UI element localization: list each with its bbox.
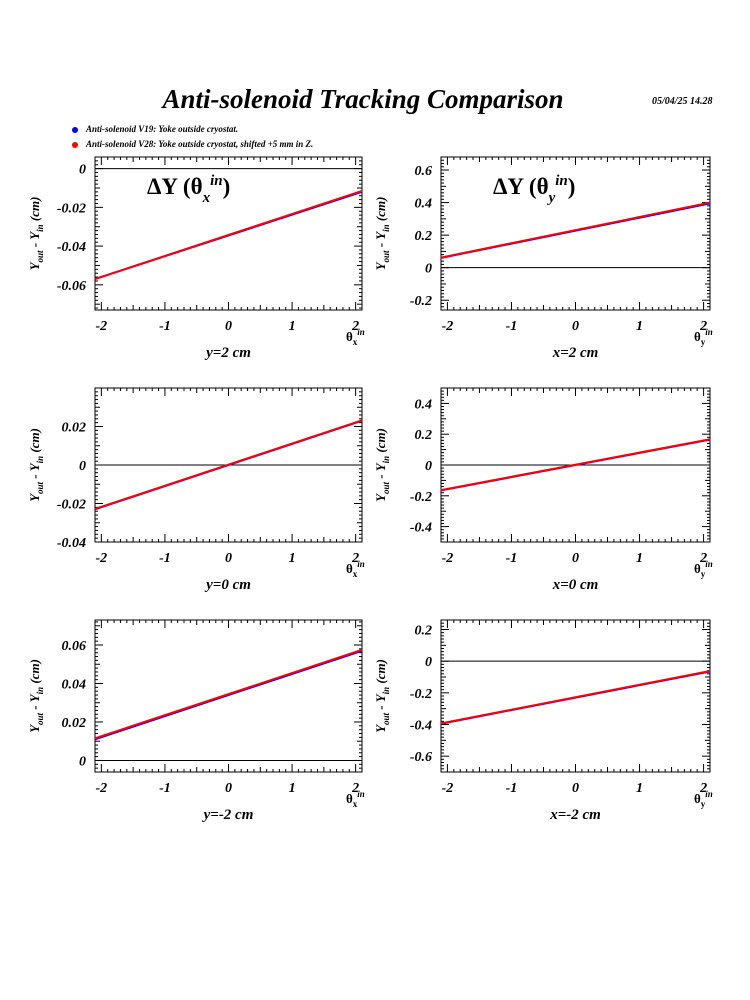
x-tick-label: 1 <box>636 551 643 566</box>
legend-marker-blue-icon <box>72 127 78 133</box>
panel-caption: y=0 cm <box>204 577 251 593</box>
page-title: Anti-solenoid Tracking Comparison <box>162 84 564 114</box>
y-tick-label: 0 <box>425 655 432 670</box>
plot-frame <box>440 156 711 311</box>
x-tick-label: 1 <box>289 781 296 796</box>
x-tick-label: -1 <box>506 319 518 334</box>
plot-frame <box>440 619 711 773</box>
y-tick-label: -0.02 <box>57 201 86 216</box>
x-tick-label: -2 <box>96 319 108 334</box>
x-tick-label: 2 <box>699 319 707 334</box>
y-tick-label: 0 <box>79 459 86 474</box>
panel-caption: x=2 cm <box>552 345 599 361</box>
x-axis-label: θxin <box>346 559 365 579</box>
series-line-v28 <box>440 438 711 492</box>
chart-panel-1: -2 -1 0 1 2 -0.06 -0.04 -0.02 0 θxin Yout - Yin (c… <box>27 156 365 361</box>
legend-label: Anti-solenoid V28: Yoke outside cryostat… <box>86 139 314 149</box>
series-line-v28 <box>94 648 363 740</box>
x-tick-label: 1 <box>289 551 296 566</box>
panel-title: ΔY (θyin) <box>493 173 575 206</box>
x-tick-label: -2 <box>442 319 454 334</box>
y-axis-label: Yout - Yin (cm) <box>373 428 391 502</box>
x-axis-label: θxin <box>346 327 365 347</box>
y-tick-label: 0.4 <box>415 397 433 412</box>
x-tick-label: 0 <box>572 319 579 334</box>
legend-marker-red-icon <box>72 142 78 148</box>
y-tick-label: -0.2 <box>410 294 432 309</box>
x-tick-label: -1 <box>159 781 171 796</box>
y-tick-label: 0.2 <box>415 428 433 443</box>
x-tick-label: 0 <box>572 781 579 796</box>
page-date: 05/04/25 14.28 <box>652 96 713 107</box>
x-tick-label: -2 <box>96 781 108 796</box>
x-tick-label: -2 <box>96 551 108 566</box>
x-axis-label: θyin <box>694 559 713 579</box>
y-tick-label: -0.6 <box>410 750 432 765</box>
panel-caption: y=-2 cm <box>202 807 254 823</box>
x-tick-label: 1 <box>289 319 296 334</box>
panel-caption: x=-2 cm <box>549 807 601 823</box>
series-line-v28 <box>94 419 363 510</box>
x-axis-label: θxin <box>346 789 365 809</box>
legend-label: Anti-solenoid V19: Yoke outside cryostat… <box>86 124 239 134</box>
x-tick-label: -2 <box>442 551 454 566</box>
x-tick-label: -1 <box>159 319 171 334</box>
panel-caption: x=0 cm <box>552 577 599 593</box>
x-tick-label: 2 <box>351 319 359 334</box>
panel-title: ΔY (θxin) <box>147 173 230 206</box>
y-tick-label: 0.02 <box>62 421 87 436</box>
x-axis-label: θyin <box>694 327 713 347</box>
x-tick-label: 2 <box>699 551 707 566</box>
y-tick-label: -0.04 <box>57 240 86 255</box>
panel-caption: y=2 cm <box>204 345 251 361</box>
x-tick-label: 2 <box>351 551 359 566</box>
y-tick-label: -0.4 <box>410 719 432 734</box>
chart-panel-6: -2 -1 0 1 2 -0.6 -0.4 -0.2 0 0.2 θyin Yout - Yin (c… <box>373 619 713 823</box>
series-line-v28 <box>440 201 711 259</box>
y-tick-label: 0.02 <box>62 716 87 731</box>
x-tick-label: -1 <box>506 551 518 566</box>
series-line-v28 <box>94 189 363 280</box>
y-tick-label: -0.2 <box>410 490 432 505</box>
y-tick-label: 0.04 <box>62 677 87 692</box>
x-tick-label: 0 <box>572 551 579 566</box>
x-tick-label: 2 <box>351 781 359 796</box>
x-tick-label: 0 <box>225 781 232 796</box>
y-axis-label: Yout - Yin (cm) <box>27 428 45 502</box>
x-tick-label: 0 <box>225 551 232 566</box>
y-tick-label: -0.04 <box>57 536 86 551</box>
y-tick-label: 0.2 <box>415 624 433 639</box>
y-tick-label: 0 <box>79 163 86 178</box>
y-axis-label: Yout - Yin (cm) <box>27 659 45 733</box>
x-tick-label: 1 <box>636 781 643 796</box>
x-tick-label: -1 <box>506 781 518 796</box>
y-tick-label: -0.2 <box>410 687 432 702</box>
x-tick-label: 1 <box>636 319 643 334</box>
y-tick-label: 0.2 <box>415 229 433 244</box>
y-axis-label: Yout - Yin (cm) <box>373 659 391 733</box>
x-axis-label: θyin <box>694 789 713 809</box>
chart-panel-5: -2 -1 0 1 2 0 0.02 0.04 0.06 θxin Yout - Yin (cm) y… <box>27 619 365 823</box>
series-line-v28 <box>440 670 711 725</box>
y-axis-label: Yout - Yin (cm) <box>373 197 391 271</box>
y-tick-label: 0.4 <box>415 197 433 212</box>
y-tick-label: -0.4 <box>410 521 432 536</box>
y-axis-label: Yout - Yin (cm) <box>27 197 45 271</box>
y-tick-label: 0.06 <box>62 639 87 654</box>
x-tick-label: 0 <box>225 319 232 334</box>
x-tick-label: 2 <box>699 781 707 796</box>
y-tick-label: -0.02 <box>57 498 86 513</box>
chart-panel-4: -2 -1 0 1 2 -0.4 -0.2 0 0.2 0.4 θyin Yout - Yin (cm… <box>373 387 713 593</box>
x-tick-label: -1 <box>159 551 171 566</box>
chart-panel-2: -2 -1 0 1 2 -0.2 0 0.2 0.4 0.6 θyin Yout - Yin (cm)… <box>373 156 713 361</box>
chart-panel-3: -2 -1 0 1 2 -0.04 -0.02 0 0.02 θxin Yout - Yin (cm… <box>27 387 365 593</box>
y-tick-label: -0.06 <box>57 279 86 294</box>
y-tick-label: 0 <box>79 754 86 769</box>
y-tick-label: 0 <box>425 459 432 474</box>
x-tick-label: -2 <box>442 781 454 796</box>
y-tick-label: 0 <box>425 262 432 277</box>
y-tick-label: 0.6 <box>415 164 433 179</box>
